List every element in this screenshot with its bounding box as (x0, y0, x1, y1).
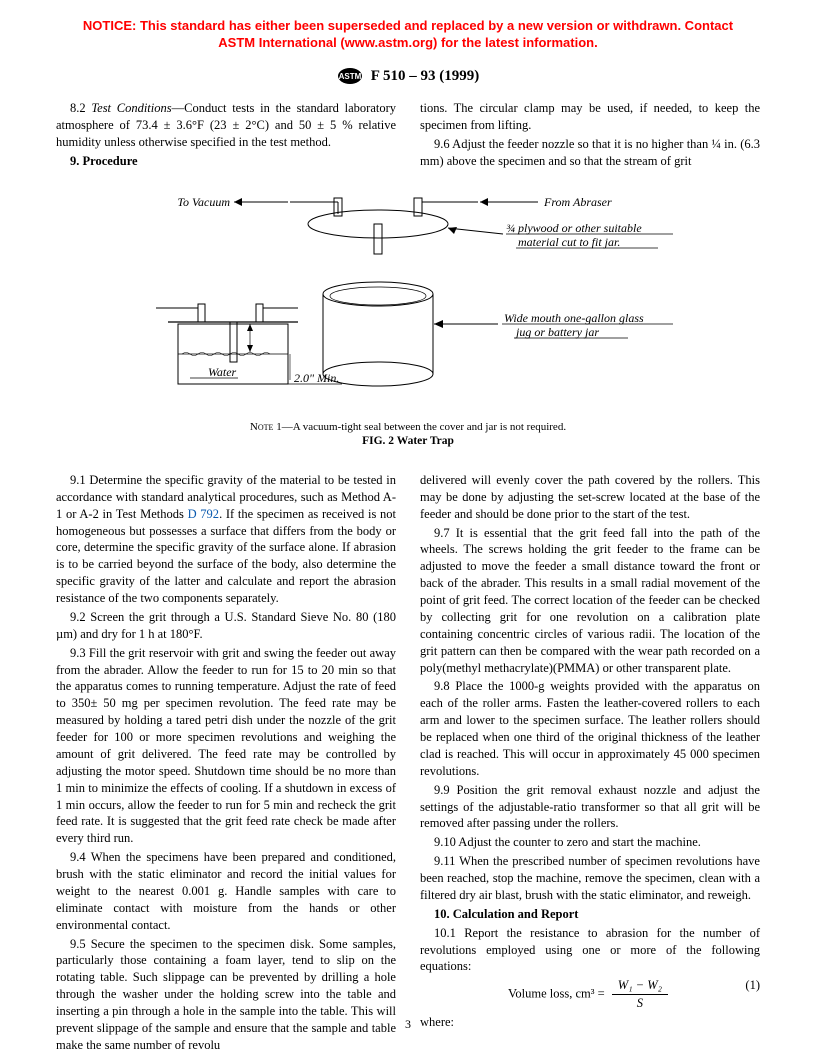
label-jug-2: jug or battery jar (514, 325, 599, 339)
para-9-3: 9.3 Fill the grit reservoir with grit an… (56, 645, 396, 848)
para-9-7: 9.7 It is essential that the grit feed f… (420, 525, 760, 677)
para-9-11: 9.11 When the prescribed number of speci… (420, 853, 760, 904)
para-9-9: 9.9 Position the grit removal exhaust no… (420, 782, 760, 833)
para-9-2: 9.2 Screen the grit through a U.S. Stand… (56, 609, 396, 643)
page-number: 3 (0, 1016, 816, 1032)
water-trap-diagram: To Vacuum From Abraser ¾ plywood or othe… (138, 184, 678, 414)
para-8-2: 8.2 Test Conditions—Conduct tests in the… (56, 100, 396, 151)
svg-text:ASTM: ASTM (338, 72, 361, 81)
label-plywood-1: ¾ plywood or other suitable (506, 221, 642, 235)
para-9-6: 9.6 Adjust the feeder nozzle so that it … (420, 136, 760, 170)
para-9-5-continuation: tions. The circular clamp may be used, i… (420, 100, 760, 134)
para-9-1b: . If the specimen as received is not hom… (56, 507, 396, 605)
section-10-heading: 10. Calculation and Report (420, 906, 760, 923)
label-min-depth: 2.0" Min. (294, 371, 339, 385)
figure-2-note: Note 1—A vacuum-tight seal between the c… (250, 420, 566, 435)
label-jug-1: Wide mouth one-gallon glass (504, 311, 644, 325)
section-9-heading: 9. Procedure (56, 153, 396, 170)
label-to-vacuum: To Vacuum (177, 195, 230, 209)
para-9-6-continuation: delivered will evenly cover the path cov… (420, 472, 760, 523)
eq1-number: (1) (745, 977, 760, 994)
label-from-abraser: From Abraser (543, 195, 612, 209)
figure-2-caption: FIG. 2 Water Trap (250, 434, 566, 450)
eq1-denominator: S (612, 995, 668, 1012)
para-9-4: 9.4 When the specimens have been prepare… (56, 849, 396, 933)
astm-logo-icon: ASTM (337, 67, 363, 85)
ref-d792[interactable]: D 792 (188, 507, 220, 521)
eq1-numerator: W₁ − W₂ (612, 977, 668, 995)
standard-header: ASTM F 510 – 93 (1999) (56, 66, 760, 86)
para-10-1: 10.1 Report the resistance to abrasion f… (420, 925, 760, 976)
para-9-5: 9.5 Secure the specimen to the specimen … (56, 936, 396, 1054)
eq1-label: Volume loss, cm³ = (508, 987, 605, 1001)
para-9-10: 9.10 Adjust the counter to zero and star… (420, 834, 760, 851)
para-9-1: 9.1 Determine the specific gravity of th… (56, 472, 396, 607)
label-water: Water (208, 365, 237, 379)
designation-text: F 510 – 93 (1999) (371, 66, 480, 86)
figure-2-block: To Vacuum From Abraser ¾ plywood or othe… (56, 180, 760, 458)
para-9-8: 9.8 Place the 1000-g weights provided wi… (420, 678, 760, 779)
equation-1: Volume loss, cm³ = W₁ − W₂ S (1) (420, 977, 760, 1012)
label-plywood-2: material cut to fit jar. (518, 235, 620, 249)
supersession-notice: NOTICE: This standard has either been su… (76, 18, 740, 52)
